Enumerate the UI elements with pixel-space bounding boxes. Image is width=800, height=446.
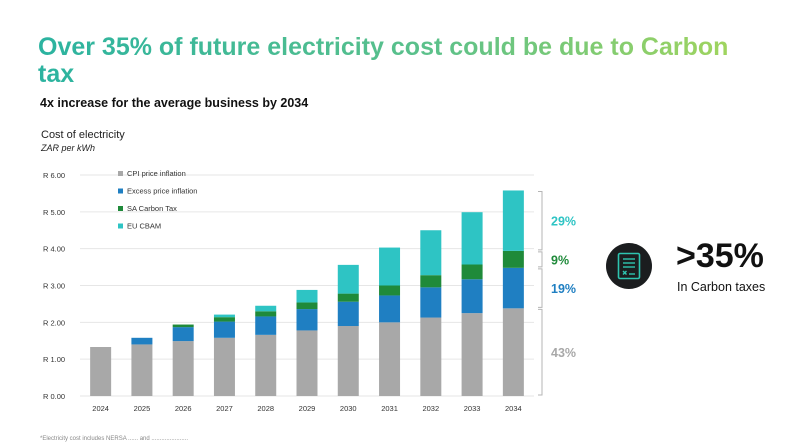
legend-label: CPI price inflation xyxy=(127,169,186,178)
bar-segment xyxy=(379,285,401,296)
share-brackets: 29% 9% 19% 43% xyxy=(538,190,576,396)
x-tick-label: 2030 xyxy=(340,404,357,413)
x-tick-label: 2029 xyxy=(299,404,316,413)
bracket-line xyxy=(538,268,543,308)
y-tick-label: R 6.00 xyxy=(43,171,65,180)
bar-segment xyxy=(296,289,318,303)
x-tick-label: 2032 xyxy=(422,404,439,413)
bar-segment xyxy=(255,311,277,317)
bar-segment xyxy=(461,264,483,280)
legend-swatch xyxy=(118,171,123,176)
callout-value: >35% xyxy=(676,237,764,275)
bar-segment xyxy=(420,287,442,318)
x-tick-label: 2033 xyxy=(464,404,481,413)
y-tick-label: R 0.00 xyxy=(43,392,65,401)
bar-segment xyxy=(337,293,359,302)
bar-segment xyxy=(213,321,235,338)
x-tick-label: 2024 xyxy=(92,404,109,413)
x-tick-label: 2027 xyxy=(216,404,233,413)
bar-segment xyxy=(255,305,277,312)
bar-segment xyxy=(90,347,112,396)
y-axis-unit: ZAR per kWh xyxy=(41,143,96,153)
y-tick-label: R 4.00 xyxy=(43,245,65,254)
bar-segment xyxy=(296,302,318,310)
bar-segment xyxy=(213,314,235,318)
bar-segment xyxy=(337,301,359,327)
bar-segment xyxy=(172,324,194,328)
bar-segment xyxy=(420,275,442,288)
carbon-tax-callout: >35% In Carbon taxes xyxy=(606,237,786,307)
y-tick-label: R 3.00 xyxy=(43,282,65,291)
bar-segment xyxy=(296,330,318,396)
bar-segment xyxy=(255,334,277,396)
callout-caption: In Carbon taxes xyxy=(677,280,766,294)
footnote: *Electricity cost includes NERSA ...... … xyxy=(40,436,189,442)
bar-segment xyxy=(337,326,359,396)
bar-segment xyxy=(420,230,442,276)
bar-segment xyxy=(131,344,153,396)
legend-swatch xyxy=(118,188,123,194)
x-tick-label: 2026 xyxy=(175,404,192,413)
bracket-line xyxy=(538,251,543,268)
bar-segment xyxy=(379,247,401,286)
bar-segment xyxy=(461,313,483,396)
x-tick-label: 2028 xyxy=(257,404,274,413)
x-tick-label: 2031 xyxy=(381,404,398,413)
legend-swatch xyxy=(118,206,123,211)
y-axis-labels: R 0.00 R 1.00 R 2.00 R 3.00 R 4.00 R 5.00 R 6.… xyxy=(43,171,65,401)
bar-segment xyxy=(379,322,401,396)
bar-segment xyxy=(502,308,524,396)
bar-segment xyxy=(379,295,401,323)
x-tick-label: 2034 xyxy=(505,404,522,413)
legend-swatch xyxy=(118,223,123,229)
bracket-label: 19% xyxy=(551,282,576,296)
x-axis-labels: 2024 2025 2026 2027 2028 2029 2030 2031 2032 2033… xyxy=(92,404,521,413)
bar-segment xyxy=(502,190,524,251)
page-title: Over 35% of future electricity cost coul… xyxy=(38,34,758,88)
chart-bars xyxy=(90,190,524,396)
bar-segment xyxy=(337,264,359,294)
page-subtitle: 4x increase for the average business by … xyxy=(40,96,309,110)
bar-segment xyxy=(420,317,442,396)
bar-segment xyxy=(502,250,524,268)
y-tick-label: R 5.00 xyxy=(43,208,65,217)
bar-segment xyxy=(461,279,483,314)
bracket-line xyxy=(538,308,543,396)
chart-legend: CPI price inflation Excess price inflatio… xyxy=(118,169,197,231)
bracket-label: 29% xyxy=(551,215,576,229)
y-tick-label: R 2.00 xyxy=(43,318,65,327)
document-icon xyxy=(606,243,652,289)
x-tick-label: 2025 xyxy=(134,404,151,413)
bar-segment xyxy=(213,337,235,396)
legend-label: EU CBAM xyxy=(127,222,161,231)
bar-segment xyxy=(213,317,235,322)
bar-segment xyxy=(502,267,524,309)
y-axis-title: Cost of electricity xyxy=(41,129,125,141)
bar-segment xyxy=(172,327,194,342)
legend-label: SA Carbon Tax xyxy=(127,204,177,213)
bracket-label: 43% xyxy=(551,346,576,360)
y-tick-label: R 1.00 xyxy=(43,355,65,364)
bar-segment xyxy=(172,341,194,396)
bar-segment xyxy=(461,212,483,265)
bar-segment xyxy=(255,316,277,335)
bar-segment xyxy=(131,337,153,345)
bar-segment xyxy=(296,309,318,331)
legend-label: Excess price inflation xyxy=(127,187,197,196)
bracket-label: 9% xyxy=(551,253,569,267)
bracket-line xyxy=(538,190,543,251)
